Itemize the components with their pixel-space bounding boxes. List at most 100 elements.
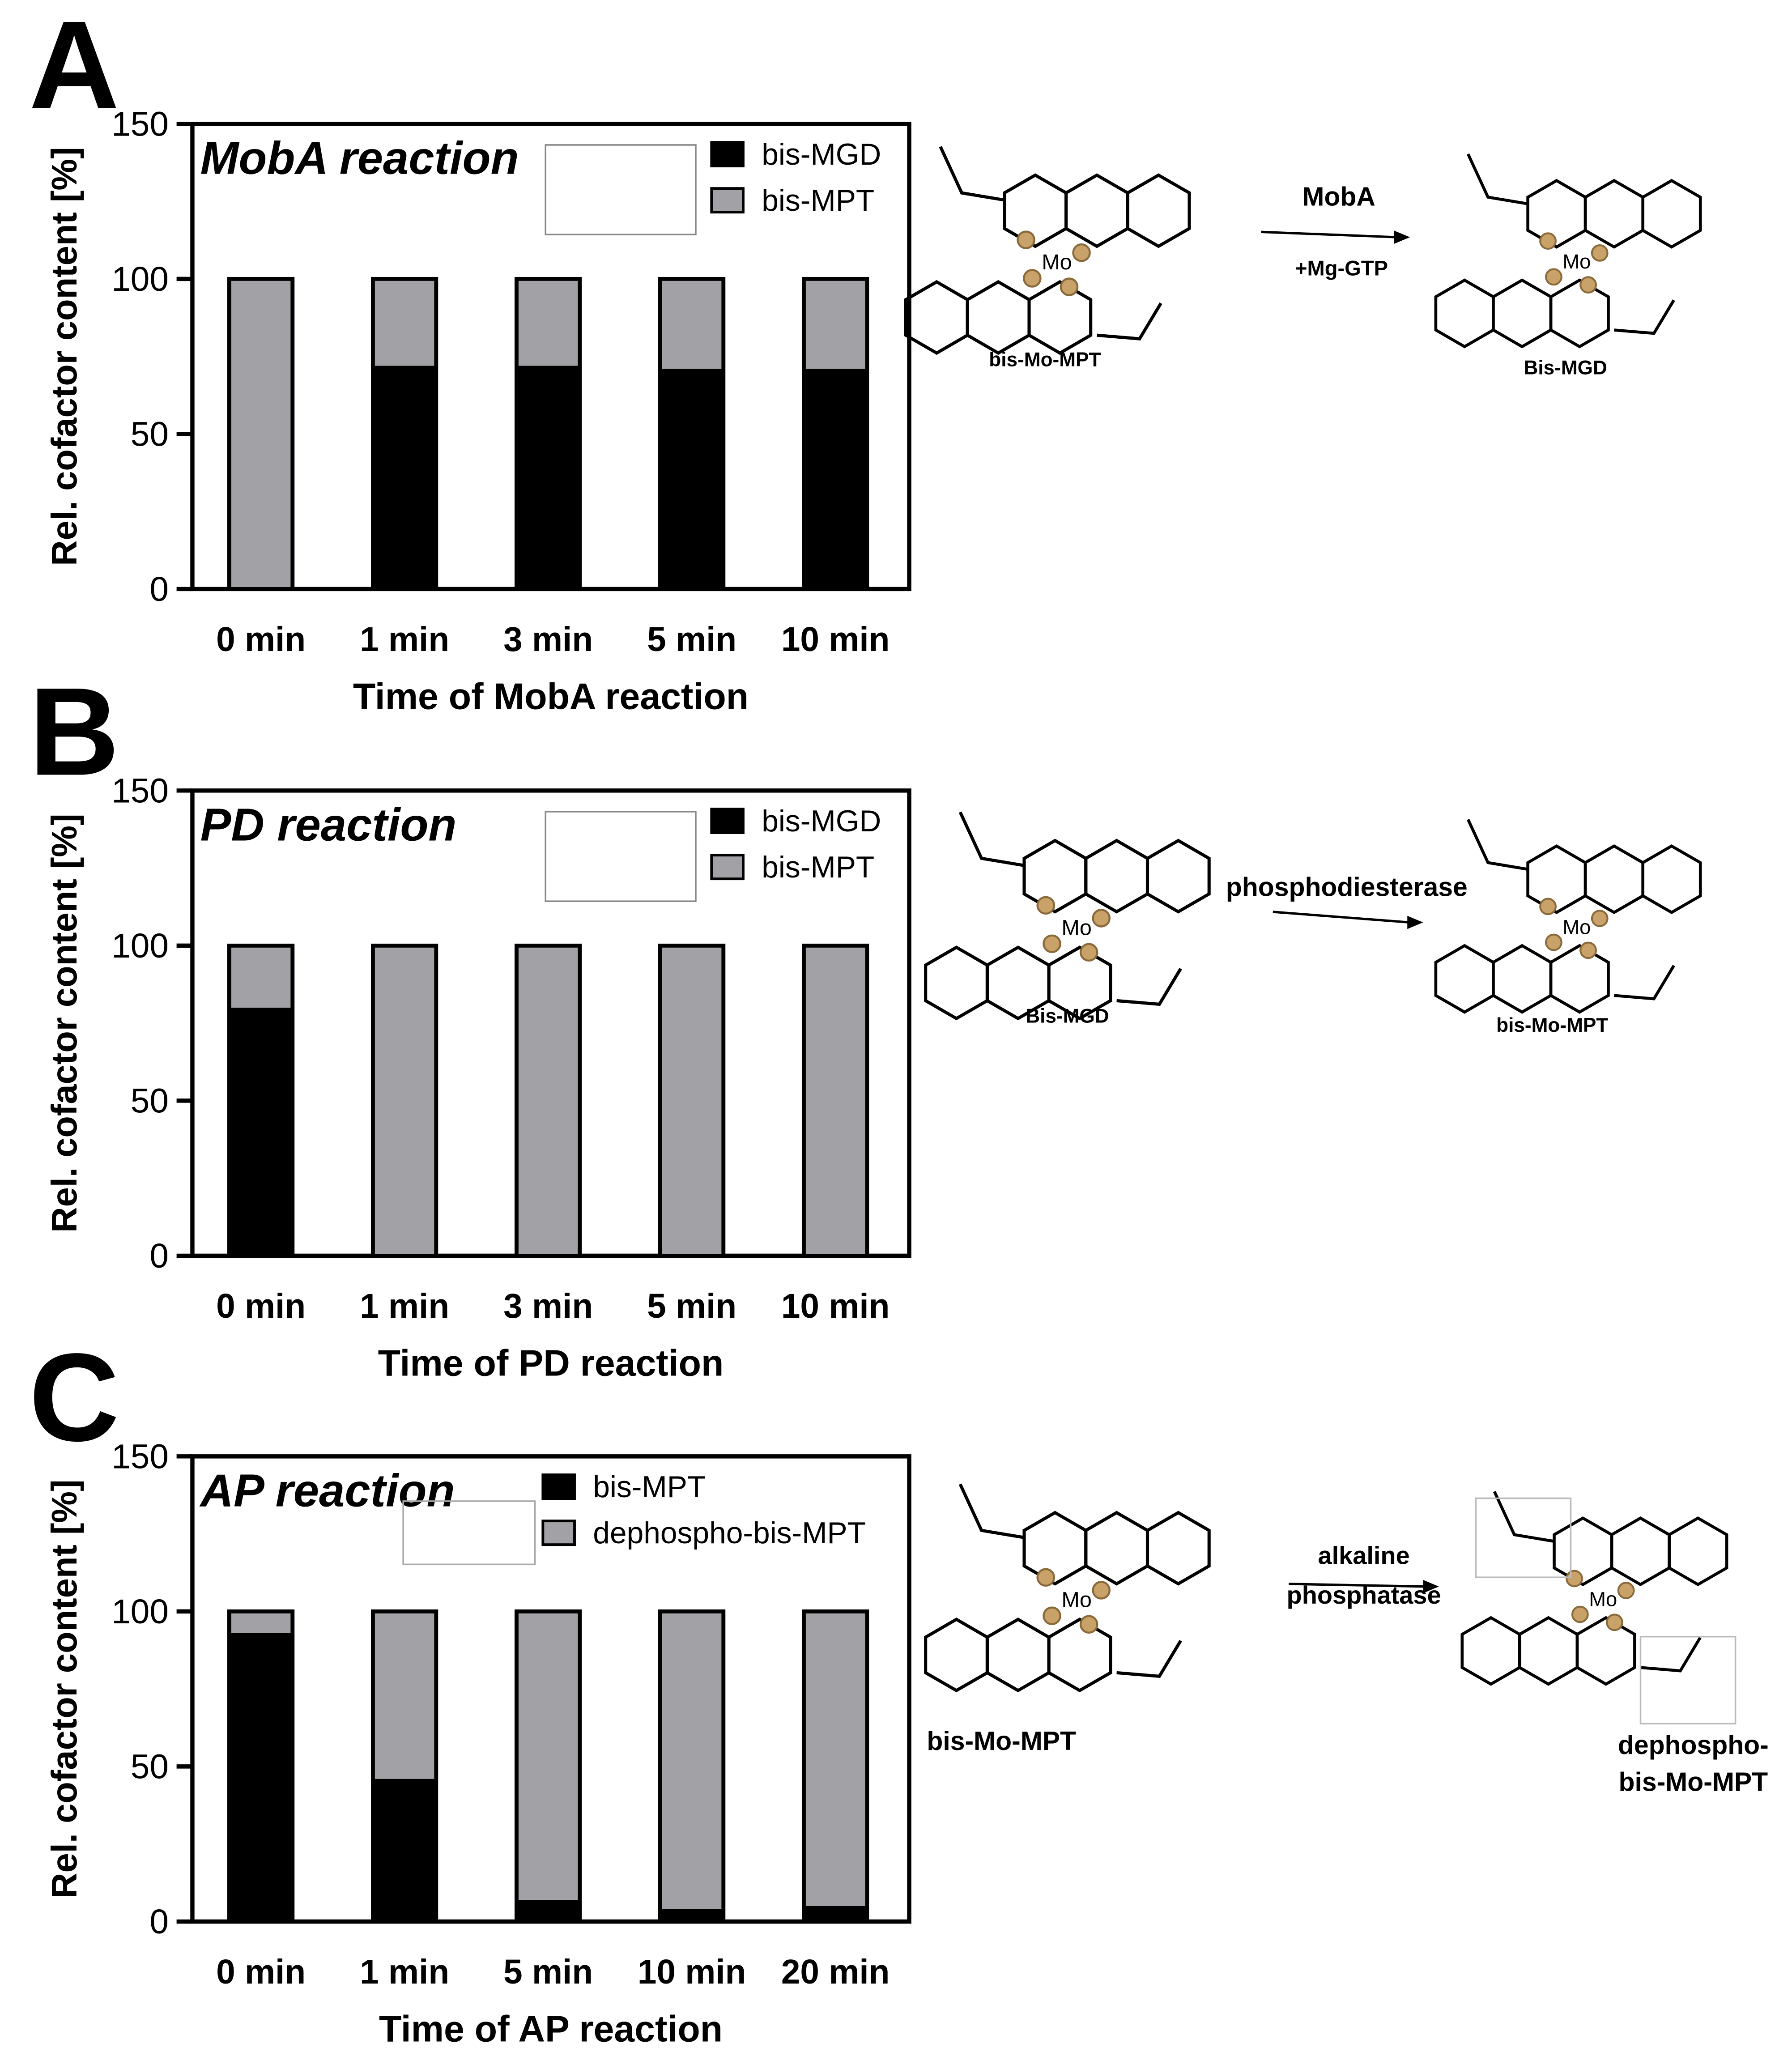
y-tick-label: 0 — [149, 1237, 169, 1275]
chart-title: MobA reaction — [200, 132, 519, 184]
ring — [1022, 839, 1088, 914]
legend-swatch — [710, 808, 745, 834]
ring — [1583, 179, 1644, 249]
ring — [1549, 278, 1610, 349]
side-chain — [1116, 968, 1182, 1006]
bar-gray-segment — [373, 279, 436, 366]
y-tick-label: 100 — [111, 1593, 169, 1631]
substrate-label: bis-Mo-MPT — [989, 349, 1101, 371]
reaction-arrow — [1261, 230, 1397, 238]
side-chain — [1640, 1637, 1702, 1673]
x-tick-label: 10 min — [781, 1287, 890, 1325]
panel-letter: A — [29, 0, 119, 135]
side-chain — [958, 1483, 1025, 1539]
x-tick-label: 5 min — [647, 621, 736, 659]
ligand-sphere — [1017, 230, 1035, 249]
y-axis-label: Rel. cofactor content [%] — [44, 1479, 84, 1898]
ligand-sphere — [1591, 910, 1609, 927]
legend-label: bis-MPT — [762, 851, 874, 884]
bar-black-segment — [660, 1909, 724, 1922]
chart-title: PD reaction — [200, 799, 457, 851]
legend-placeholder-box — [545, 811, 697, 902]
ring — [1518, 1616, 1579, 1686]
x-tick-label: 1 min — [360, 1287, 449, 1325]
bar-gray-segment — [660, 279, 724, 369]
ring — [1027, 280, 1093, 355]
y-tick-label: 100 — [111, 260, 169, 298]
arrow-head — [1407, 915, 1423, 929]
side-chain — [958, 811, 1025, 867]
ring — [1526, 844, 1587, 915]
x-tick-label: 1 min — [360, 1953, 449, 1991]
bar-outline — [802, 943, 869, 1258]
ligand-sphere — [1591, 244, 1609, 262]
enzyme-label: phosphodiesterase — [1226, 873, 1468, 902]
bar-gray-segment — [516, 279, 580, 366]
bar-gray-segment — [660, 1611, 724, 1909]
bar-outline — [227, 277, 295, 591]
ligand-sphere — [1539, 898, 1557, 915]
ligand-sphere — [1617, 1582, 1635, 1599]
x-tick-label: 1 min — [360, 621, 449, 659]
bar-outline — [658, 1609, 726, 1924]
ring — [1583, 844, 1644, 915]
bar-outline — [802, 277, 869, 591]
x-tick-label: 10 min — [781, 621, 890, 659]
mo-atom-label: Mo — [1562, 250, 1591, 273]
substrate-label: Bis-MGD — [1026, 1005, 1109, 1027]
product-structure: Mo — [1434, 819, 1702, 1014]
ring — [1575, 1616, 1636, 1686]
panel-a: A 0 50 100 150 Rel. cofactor content [%] 0 min… — [29, 0, 911, 717]
ligand-sphere — [1036, 1568, 1056, 1587]
y-tick-label: 150 — [111, 772, 169, 810]
ligand-sphere — [1606, 1613, 1623, 1631]
bar-outline — [227, 1609, 295, 1924]
bar-black-segment — [804, 369, 867, 589]
ring — [1610, 1516, 1671, 1587]
side-chain — [1493, 1491, 1555, 1543]
legend-swatch — [541, 1520, 576, 1546]
reaction-scheme-b: Mo Mo Bis-MGD bis-Mo-MPT phosphodiesterase — [924, 811, 1702, 1036]
x-tick-label: 3 min — [503, 1287, 593, 1325]
bar-black-segment — [516, 366, 580, 589]
ligand-sphere — [1092, 909, 1111, 928]
placeholder-box — [1475, 1497, 1572, 1578]
ligand-sphere — [1545, 933, 1562, 951]
bar-gray-segment — [804, 945, 867, 1256]
y-axis-label: Rel. cofactor content [%] — [44, 813, 84, 1232]
reaction-scheme-c: Mo Mo bis-Mo-MPT dephospho-bis-Mo-MPT alkali… — [924, 1483, 1769, 1797]
reaction-scheme-a: Mo Mo bis-Mo-MPT Bis-MGD MobA +Mg-GTP — [904, 146, 1702, 379]
legend-label: dephospho-bis-MPT — [593, 1516, 866, 1550]
ligand-sphere — [1079, 1615, 1098, 1634]
y-tick-label: 50 — [131, 1082, 169, 1120]
product-label: dephospho-bis-Mo-MPT — [1618, 1731, 1769, 1797]
bar-gray-segment — [660, 945, 724, 1256]
x-tick-label: 3 min — [503, 621, 593, 659]
ring — [966, 280, 1031, 355]
bar-gray-segment — [516, 945, 580, 1256]
product-structure: Mo — [1434, 153, 1702, 349]
mo-atom-label: Mo — [1042, 250, 1072, 274]
substrate-label: bis-Mo-MPT — [927, 1727, 1076, 1756]
mo-atom-label: Mo — [1562, 915, 1591, 938]
bar-black-segment — [373, 366, 436, 589]
mo-atom-label: Mo — [1061, 1588, 1091, 1612]
legend-label: bis-MGD — [762, 805, 881, 838]
chart-title: AP reaction — [199, 1465, 455, 1516]
y-tick-label: 50 — [131, 1748, 169, 1786]
ligand-sphere — [1060, 277, 1079, 296]
enzyme-label: MobA — [1302, 182, 1375, 211]
bar-outline — [371, 1609, 438, 1924]
product-label: Bis-MGD — [1524, 357, 1607, 379]
legend-swatch — [541, 1473, 576, 1500]
side-chain — [1466, 819, 1528, 871]
legend-label: bis-MPT — [593, 1470, 706, 1504]
ring — [1022, 1511, 1088, 1586]
mo-atom-label: Mo — [1061, 915, 1091, 940]
y-tick-label: 50 — [131, 415, 169, 453]
y-tick-label: 0 — [149, 1903, 169, 1941]
ring — [1047, 1618, 1112, 1693]
ring — [1492, 278, 1553, 349]
ring — [1492, 944, 1553, 1014]
ring — [1460, 1616, 1521, 1686]
